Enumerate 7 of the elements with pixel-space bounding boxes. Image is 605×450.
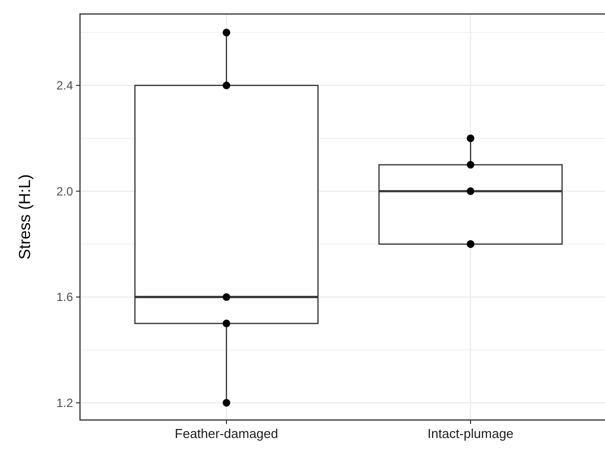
y-tick-label: 1.6 (56, 290, 74, 304)
y-tick-label: 2.0 (56, 184, 74, 198)
y-axis-title: Stress (H:L) (17, 174, 34, 260)
y-tick-label: 1.2 (56, 396, 74, 410)
y-tick-label: 2.4 (56, 78, 74, 93)
x-tick-label: Intact-plumage (428, 426, 514, 441)
x-tick-label: Feather-damaged (174, 426, 278, 441)
